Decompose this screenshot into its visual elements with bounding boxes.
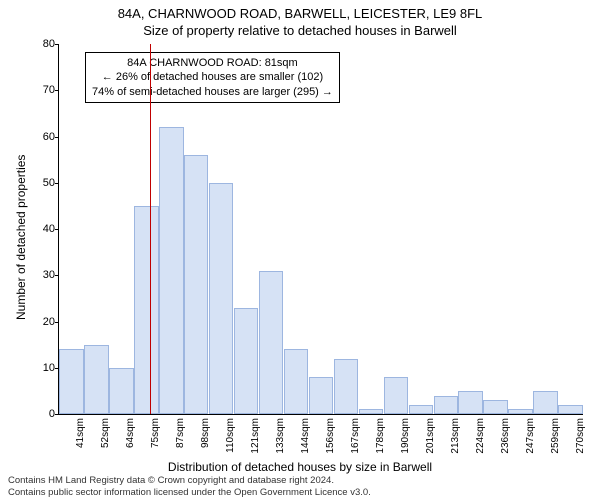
x-tick-label: 201sqm (425, 418, 436, 462)
histogram-bar (558, 405, 582, 414)
histogram-bar (458, 391, 482, 414)
y-tick-label: 30 (25, 269, 55, 281)
x-tick-label: 64sqm (125, 418, 136, 462)
x-tick-label: 213sqm (450, 418, 461, 462)
histogram-bar (284, 349, 308, 414)
chart-title-line1: 84A, CHARNWOOD ROAD, BARWELL, LEICESTER,… (0, 0, 600, 21)
y-tick-mark (55, 90, 59, 91)
annotation-line1: 84A CHARNWOOD ROAD: 81sqm (92, 56, 333, 70)
y-tick-mark (55, 137, 59, 138)
y-tick-label: 80 (25, 38, 55, 50)
histogram-bar (59, 349, 83, 414)
x-tick-label: 167sqm (350, 418, 361, 462)
histogram-bar (434, 396, 458, 415)
y-tick-label: 50 (25, 177, 55, 189)
y-tick-mark (55, 414, 59, 415)
reference-line (150, 44, 151, 414)
y-tick-mark (55, 229, 59, 230)
histogram-bar (159, 127, 183, 414)
histogram-bar (334, 359, 358, 415)
histogram-bar (359, 409, 383, 414)
x-tick-label: 156sqm (325, 418, 336, 462)
histogram-bar (533, 391, 557, 414)
annotation-line2: ← 26% of detached houses are smaller (10… (92, 70, 333, 84)
y-tick-label: 0 (25, 408, 55, 420)
x-tick-label: 75sqm (150, 418, 161, 462)
x-tick-label: 259sqm (550, 418, 561, 462)
x-tick-label: 52sqm (100, 418, 111, 462)
y-tick-label: 60 (25, 131, 55, 143)
histogram-bar (234, 308, 258, 414)
y-tick-label: 70 (25, 84, 55, 96)
histogram-bar (84, 345, 108, 414)
footer-line2: Contains public sector information licen… (8, 487, 371, 498)
histogram-bar (508, 409, 532, 414)
footer-line1: Contains HM Land Registry data © Crown c… (8, 475, 371, 486)
x-tick-label: 110sqm (225, 418, 236, 462)
x-tick-label: 41sqm (75, 418, 86, 462)
histogram-bar (184, 155, 208, 414)
annotation-line3: 74% of semi-detached houses are larger (… (92, 85, 333, 99)
x-tick-label: 190sqm (400, 418, 411, 462)
y-tick-label: 40 (25, 223, 55, 235)
y-tick-mark (55, 44, 59, 45)
x-tick-label: 98sqm (200, 418, 211, 462)
histogram-bar (134, 206, 158, 414)
x-tick-label: 224sqm (475, 418, 486, 462)
x-tick-label: 144sqm (300, 418, 311, 462)
plot-area: 84A CHARNWOOD ROAD: 81sqm ← 26% of detac… (58, 44, 583, 415)
x-tick-label: 247sqm (525, 418, 536, 462)
x-tick-label: 236sqm (500, 418, 511, 462)
y-tick-mark (55, 183, 59, 184)
footer-attribution: Contains HM Land Registry data © Crown c… (8, 475, 371, 498)
x-axis-label: Distribution of detached houses by size … (0, 460, 600, 474)
annotation-box: 84A CHARNWOOD ROAD: 81sqm ← 26% of detac… (85, 52, 340, 103)
histogram-bar (209, 183, 233, 414)
y-tick-mark (55, 275, 59, 276)
x-tick-label: 178sqm (375, 418, 386, 462)
histogram-bar (409, 405, 433, 414)
y-tick-label: 20 (25, 316, 55, 328)
x-tick-label: 121sqm (250, 418, 261, 462)
chart-title-line2: Size of property relative to detached ho… (0, 21, 600, 38)
x-tick-label: 87sqm (175, 418, 186, 462)
histogram-bar (109, 368, 133, 414)
x-tick-label: 270sqm (575, 418, 586, 462)
histogram-bar (483, 400, 507, 414)
chart-container: 84A, CHARNWOOD ROAD, BARWELL, LEICESTER,… (0, 0, 600, 500)
y-tick-label: 10 (25, 362, 55, 374)
x-tick-label: 133sqm (275, 418, 286, 462)
histogram-bar (384, 377, 408, 414)
histogram-bar (309, 377, 333, 414)
y-tick-mark (55, 322, 59, 323)
histogram-bar (259, 271, 283, 414)
